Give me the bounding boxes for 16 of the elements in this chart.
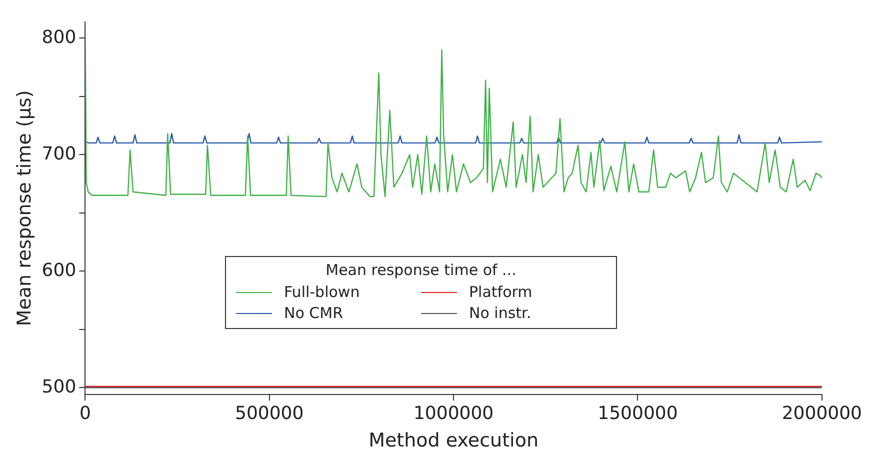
y-tick-label: 600 [42, 260, 76, 281]
x-tick-label: 0 [79, 403, 91, 424]
legend-label: Platform [469, 283, 532, 301]
x-tick-label: 2000000 [782, 403, 862, 424]
legend-label: Full-blown [284, 283, 360, 301]
legend-label: No instr. [469, 304, 532, 322]
x-tick-label: 1000000 [413, 403, 494, 424]
legend-label: No CMR [284, 304, 344, 322]
y-axis-title: Mean response time (µs) [13, 90, 36, 326]
legend-title: Mean response time of ... [324, 261, 518, 279]
x-tick-label: 1500000 [598, 403, 678, 424]
x-tick-label: 500000 [234, 403, 304, 424]
y-tick-label: 700 [42, 143, 76, 164]
y-tick-label: 500 [42, 376, 76, 398]
x-axis-title: Method execution [368, 430, 538, 452]
y-tick-label: 800 [42, 26, 76, 48]
